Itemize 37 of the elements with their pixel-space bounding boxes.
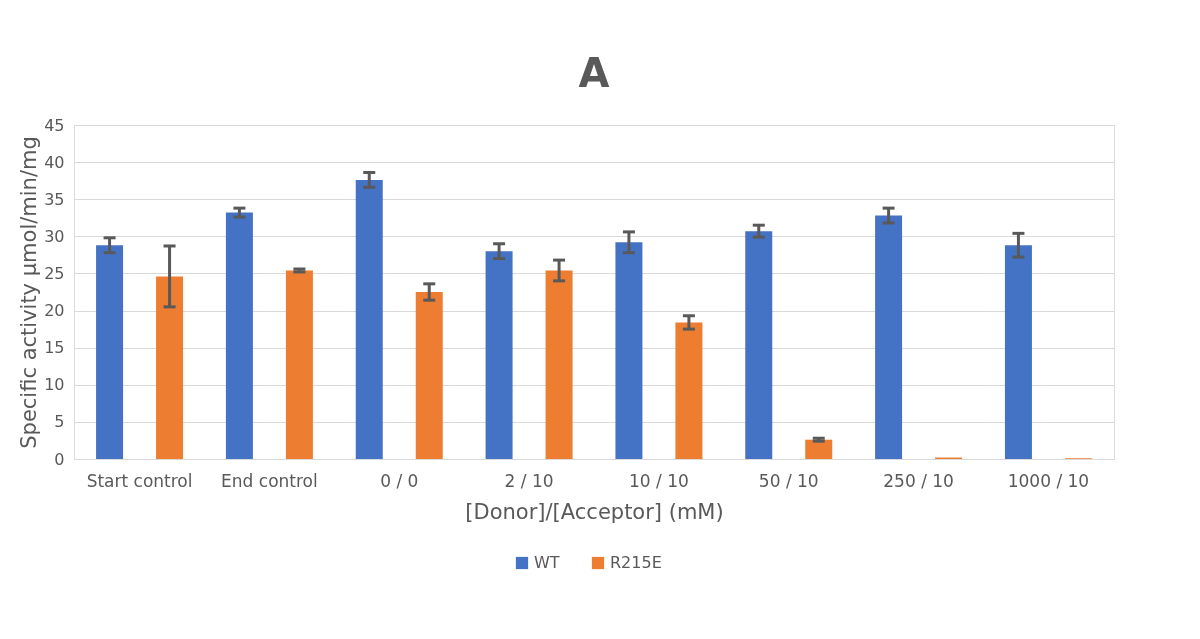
x-tick-label: End control <box>221 470 318 491</box>
y-tick-label: 0 <box>54 449 65 469</box>
x-tick-label: 50 / 10 <box>758 470 819 491</box>
bar <box>745 231 773 459</box>
y-tick-label: 15 <box>44 338 65 358</box>
x-tick-label: Start control <box>86 470 193 491</box>
bar <box>545 270 573 459</box>
bar <box>285 270 313 459</box>
x-tick-label: 250 / 10 <box>883 470 954 491</box>
y-tick-label: 10 <box>44 375 65 395</box>
bar <box>675 322 703 459</box>
y-tick-label: 40 <box>44 152 65 172</box>
chart-title: A <box>578 50 610 96</box>
bar <box>355 179 383 459</box>
bar <box>615 242 643 459</box>
legend-label: R215E <box>610 553 662 572</box>
x-tick-label: 1000 / 10 <box>1007 470 1090 491</box>
bar <box>875 215 903 459</box>
y-tick-label: 30 <box>44 226 65 246</box>
y-axis-title: Specific activity µmol/min/mg <box>17 136 42 449</box>
bar <box>156 276 184 459</box>
y-tick-label: 5 <box>54 412 65 432</box>
y-tick-label: 25 <box>44 263 65 283</box>
bar <box>1004 245 1032 459</box>
bar <box>96 245 124 459</box>
y-tick-label: 20 <box>44 301 65 321</box>
y-tick-label: 35 <box>44 189 65 209</box>
bar <box>415 292 443 459</box>
bar <box>805 439 833 459</box>
y-tick-label: 45 <box>44 115 65 135</box>
x-tick-label: 2 / 10 <box>504 470 554 491</box>
x-tick-label: 10 / 10 <box>629 470 689 491</box>
legend-label: WT <box>534 553 560 572</box>
bar <box>485 251 513 459</box>
bar <box>225 212 253 459</box>
x-axis-title: [Donor]/[Acceptor] (mM) <box>465 499 724 524</box>
x-tick-label: 0 / 0 <box>380 470 419 491</box>
